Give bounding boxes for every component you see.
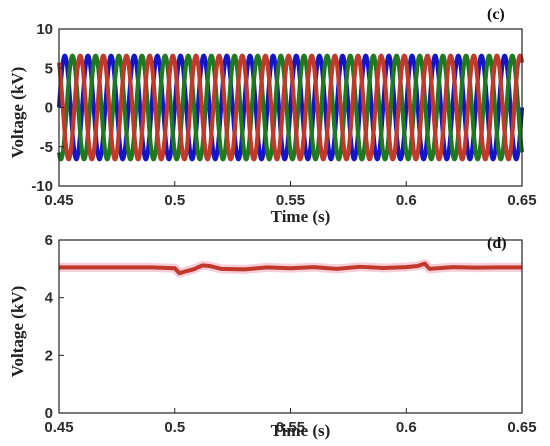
panel-0-xtick-label: 0.45 [44, 192, 73, 209]
panel-0-xtick-label: 0.5 [164, 192, 185, 209]
panel-1-ytick-label: 6 [45, 232, 53, 249]
panel-1-xtick-label: 0.6 [396, 419, 417, 436]
panel-1-series-0-line [59, 261, 522, 276]
panel-0-ytick-label: -5 [40, 139, 53, 156]
panel-0-xtick-label: 0.6 [396, 192, 417, 209]
panel-1-ytick-label: 4 [45, 290, 54, 307]
panel-0-series-1-line [56, 53, 525, 162]
panel-1-xtick-label: 0.65 [507, 419, 536, 436]
panel-1-ytick-label: 0 [45, 405, 53, 422]
panel-0-xtick-label: 0.65 [507, 192, 536, 209]
panel-0-ytick-label: -10 [31, 178, 53, 195]
panel-0-series-0-line [56, 53, 525, 162]
panel-1-xtick-label: 0.55 [276, 419, 305, 436]
panel-0-panel-label: (c) [487, 6, 505, 23]
panel-0-ytick-label: 0 [45, 100, 53, 117]
panel-0-ytick-label: 10 [36, 21, 53, 38]
panel-0-xtick-label: 0.55 [276, 192, 305, 209]
panel-1-panel-label: (d) [487, 235, 507, 252]
panel-1-ytick-label: 2 [45, 347, 53, 364]
panel-1-x-axis-label: Time (s) [271, 421, 331, 440]
panel-0-ytick-label: 5 [45, 60, 53, 77]
panel-1-xtick-label: 0.5 [164, 419, 185, 436]
panel-0-x-axis-label: Time (s) [271, 207, 331, 226]
panel-0-y-axis-label: Voltage (kV) [8, 67, 27, 158]
panel-1-xtick-label: 0.45 [44, 419, 73, 436]
panel-1-y-axis-label: Voltage (kV) [8, 286, 27, 377]
panel-0-series-2-line [56, 53, 525, 162]
